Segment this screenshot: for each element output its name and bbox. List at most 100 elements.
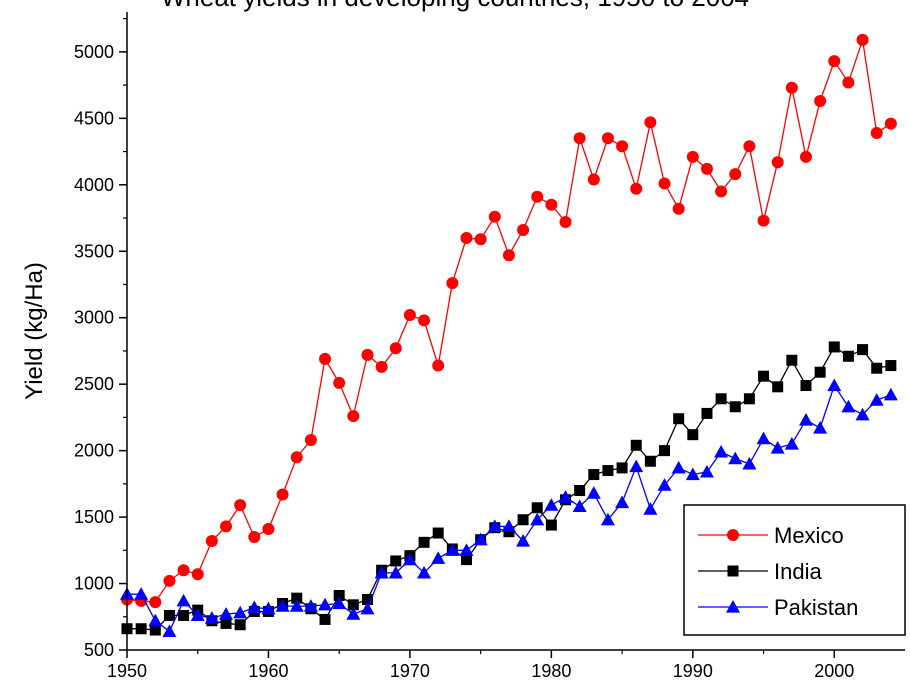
y-tick-label: 2500 xyxy=(74,374,114,394)
data-point-pakistan xyxy=(374,565,389,579)
data-point-mexico xyxy=(658,177,671,190)
data-point-india xyxy=(729,401,741,413)
data-point-pakistan xyxy=(445,543,460,556)
data-point-mexico xyxy=(715,185,728,198)
data-point-pakistan xyxy=(530,512,545,526)
data-point-india xyxy=(602,465,614,477)
data-point-pakistan xyxy=(586,486,601,499)
data-point-pakistan xyxy=(516,534,531,547)
x-tick-label: 2000 xyxy=(814,661,854,681)
data-point-india xyxy=(531,502,543,514)
data-point-mexico xyxy=(290,451,303,464)
data-point-pakistan xyxy=(798,413,813,426)
data-point-mexico xyxy=(488,210,501,223)
data-point-mexico xyxy=(870,126,883,139)
data-point-pakistan xyxy=(671,460,686,474)
data-point-india xyxy=(885,360,897,372)
data-point-india xyxy=(814,366,826,378)
data-point-india xyxy=(786,354,798,366)
data-point-india xyxy=(574,485,586,496)
data-point-mexico xyxy=(630,182,643,195)
data-point-mexico xyxy=(573,132,586,145)
data-point-india xyxy=(772,381,784,393)
data-point-pakistan xyxy=(233,605,248,619)
data-point-india xyxy=(630,439,642,451)
data-point-pakistan xyxy=(615,495,630,509)
data-point-pakistan xyxy=(770,440,785,454)
data-point-pakistan xyxy=(360,601,375,615)
data-point-mexico xyxy=(771,156,784,169)
data-point-pakistan xyxy=(544,498,559,511)
data-point-pakistan xyxy=(558,490,573,503)
data-point-india xyxy=(135,623,147,635)
legend: Mexico India Pakistan xyxy=(683,504,906,636)
data-point-pakistan xyxy=(657,478,672,491)
data-point-mexico xyxy=(700,162,713,175)
data-point-pakistan xyxy=(459,543,474,556)
data-point-mexico xyxy=(149,596,162,609)
data-point-india xyxy=(828,341,840,353)
data-point-mexico xyxy=(545,198,558,211)
chart-title: Wheat yields in developing countries, 19… xyxy=(161,0,749,12)
data-point-mexico xyxy=(814,95,827,108)
data-point-pakistan xyxy=(699,464,714,478)
data-point-pakistan xyxy=(261,601,276,615)
data-point-mexico xyxy=(601,132,614,145)
data-point-mexico xyxy=(432,359,445,372)
data-point-pakistan xyxy=(685,467,700,481)
data-point-pakistan xyxy=(742,456,757,470)
data-point-pakistan xyxy=(841,399,856,413)
data-point-pakistan xyxy=(148,613,163,627)
data-point-pakistan xyxy=(303,599,318,612)
data-point-pakistan xyxy=(714,444,729,458)
data-point-mexico xyxy=(248,531,261,544)
legend-marker-pakistan xyxy=(726,600,740,613)
data-point-mexico xyxy=(361,348,374,361)
y-tick-label: 4500 xyxy=(74,108,114,128)
data-point-pakistan xyxy=(728,451,743,465)
data-point-pakistan xyxy=(431,551,446,564)
data-point-pakistan xyxy=(176,593,191,607)
data-point-pakistan xyxy=(473,532,488,546)
data-point-india xyxy=(163,609,175,621)
data-point-pakistan xyxy=(275,599,290,612)
data-point-mexico xyxy=(418,314,431,327)
data-point-india xyxy=(842,350,854,362)
x-tick-label: 1980 xyxy=(531,661,571,681)
y-tick-label: 1500 xyxy=(74,507,114,527)
data-point-mexico xyxy=(559,216,572,229)
data-point-india xyxy=(291,592,303,604)
legend-label-pakistan: Pakistan xyxy=(774,595,858,620)
data-point-pakistan xyxy=(600,512,615,526)
data-point-india xyxy=(149,624,161,636)
data-point-mexico xyxy=(729,168,742,181)
data-point-mexico xyxy=(333,376,346,389)
data-point-pakistan xyxy=(501,519,516,532)
data-point-mexico xyxy=(446,277,459,290)
data-point-india xyxy=(460,554,472,566)
data-point-india xyxy=(220,617,232,629)
data-point-india xyxy=(687,429,699,441)
data-point-pakistan xyxy=(289,599,304,612)
legend-marker-india xyxy=(727,565,739,577)
data-point-mexico xyxy=(644,116,657,129)
x-tick-label: 1950 xyxy=(107,661,147,681)
y-tick-label: 1000 xyxy=(74,574,114,594)
data-point-india xyxy=(333,590,345,602)
data-point-india xyxy=(701,407,713,419)
data-point-mexico xyxy=(375,360,388,373)
data-point-mexico xyxy=(757,214,770,227)
data-point-mexico xyxy=(403,309,416,322)
data-point-india xyxy=(361,593,373,605)
y-tick-label: 3000 xyxy=(74,308,114,328)
data-point-pakistan xyxy=(162,624,177,637)
data-point-mexico xyxy=(191,568,204,581)
data-point-mexico xyxy=(799,150,812,163)
data-point-india xyxy=(673,413,685,425)
y-tick-label: 2000 xyxy=(74,441,114,461)
data-point-mexico xyxy=(205,535,218,548)
data-point-pakistan xyxy=(784,436,799,450)
data-point-pakistan xyxy=(219,607,234,620)
data-point-mexico xyxy=(828,55,841,68)
data-point-pakistan xyxy=(417,565,432,579)
